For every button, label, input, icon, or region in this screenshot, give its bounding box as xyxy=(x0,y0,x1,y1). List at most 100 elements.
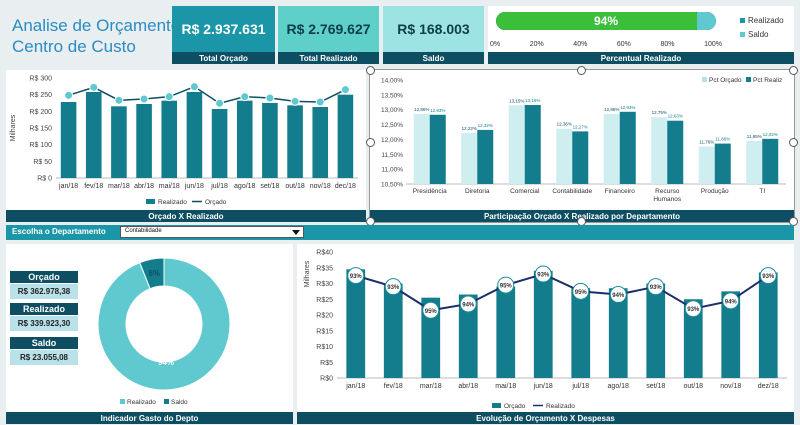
bar-pct-orcado xyxy=(698,146,715,184)
y-tick-label: R$ 300 xyxy=(29,76,52,83)
point-orcado xyxy=(215,98,225,108)
bar-orcado xyxy=(496,286,516,378)
bar-pct-realiz xyxy=(667,120,684,184)
y-tick-label: R$25 xyxy=(316,297,333,304)
x-tick-label: ago/18 xyxy=(608,383,630,390)
y-tick-label: R$5 xyxy=(320,360,333,367)
point-orcado xyxy=(64,90,74,100)
legend-realiz: Pct Realiz xyxy=(753,77,782,84)
bar-realizado xyxy=(186,92,203,178)
dashboard-title: Analise de Orçamento Centro de Custo xyxy=(12,15,180,57)
data-label-realiz: 12,02% xyxy=(763,132,778,137)
data-label-realiz: 12,27% xyxy=(573,124,588,129)
data-label-realizado: 93% xyxy=(387,285,400,291)
progress-value: 94% xyxy=(593,14,619,28)
total-orcado-label: Total Orçado xyxy=(172,52,275,64)
bar-realizado xyxy=(161,100,178,178)
bar-realizado xyxy=(337,94,354,178)
point-orcado xyxy=(290,96,300,106)
bar-orcado xyxy=(683,299,703,378)
data-label-realizado: 95% xyxy=(500,284,513,290)
data-label-orcado: 12,86% xyxy=(414,107,429,112)
bar-orcado xyxy=(533,270,553,378)
legend-realizado: Realizado xyxy=(740,14,784,28)
bar-pct-orcado xyxy=(508,105,525,184)
legend-realizado: Realizado xyxy=(158,199,187,206)
bar-realizado xyxy=(85,92,102,178)
chart-title: Participação Orçado X Realizado por Depa… xyxy=(370,210,794,222)
data-label-realizado: 94% xyxy=(725,299,738,305)
x-tick-label: jun/18 xyxy=(184,183,204,190)
x-tick-label: out/18 xyxy=(684,383,704,390)
data-label-orcado: 11,76% xyxy=(699,140,714,145)
point-realizado xyxy=(572,282,590,300)
data-label-orcado: 12,36% xyxy=(557,122,572,127)
resize-handle[interactable] xyxy=(789,66,798,75)
y-tick-label: R$40 xyxy=(316,250,333,257)
point-orcado xyxy=(189,82,199,92)
title-line-1: Analise de Orçamento xyxy=(12,16,181,35)
legend-realizado: Realizado xyxy=(546,403,575,410)
chart-evolucao: Milhares R$0 R$5 R$10 R$15 R$20 R$25 R$30 R$35 R$… xyxy=(304,250,787,410)
legend-swatch xyxy=(740,32,745,37)
bar-orcado xyxy=(721,291,741,378)
legend-swatch-orcado xyxy=(702,77,707,82)
slice-realizado xyxy=(97,257,231,391)
bar-pct-orcado xyxy=(413,113,430,184)
y-tick-label: R$30 xyxy=(316,281,333,288)
percentual-label: Percentual Realizado xyxy=(488,52,794,64)
data-label-saldo: 6% xyxy=(148,269,160,278)
department-bar: Escolha o Departamento Contabilidade xyxy=(6,225,794,240)
point-realizado xyxy=(647,278,665,296)
data-label-realiz: 12,32% xyxy=(478,123,493,128)
y-tick-label: R$ 50 xyxy=(33,159,52,166)
y-tick-label: 14,00% xyxy=(381,78,403,85)
data-label-realizado: 93% xyxy=(350,274,363,280)
x-tick-label: dez/18 xyxy=(758,383,779,390)
data-label-orcado: 11,95% xyxy=(747,134,762,139)
legend-realizado: Realizado xyxy=(127,399,156,406)
legend-label: Saldo xyxy=(748,30,769,39)
point-realizado xyxy=(497,276,515,294)
bar-pct-orcado xyxy=(461,132,478,184)
x-tick-label: fev/18 xyxy=(384,383,403,390)
bar-orcado xyxy=(421,297,441,378)
y-tick-label: R$35 xyxy=(316,265,333,272)
bar-orcado xyxy=(608,288,628,378)
bar-orcado xyxy=(383,283,403,378)
realizado-value: R$ 339.923,30 xyxy=(10,316,78,331)
bar-orcado xyxy=(758,272,778,378)
legend-swatch xyxy=(740,18,745,23)
bar-pct-realiz xyxy=(477,129,494,184)
kpi-total-realizado: R$ 2.769.627 Total Realizado xyxy=(278,6,379,64)
resize-handle[interactable] xyxy=(577,66,586,75)
x-tick-label: nov/18 xyxy=(720,383,741,390)
x-tick-label: jan/18 xyxy=(58,183,78,190)
legend-label: Realizado xyxy=(748,16,784,25)
x-tick-label: Presidência xyxy=(413,188,447,195)
resize-handle[interactable] xyxy=(789,138,798,147)
legend-saldo: Saldo xyxy=(740,28,784,42)
y-tick-label: R$20 xyxy=(316,313,333,320)
resize-handle[interactable] xyxy=(366,66,375,75)
bar-realizado xyxy=(60,102,77,178)
resize-handle[interactable] xyxy=(366,138,375,147)
legend-orcado: Pct Orçado xyxy=(709,77,742,84)
department-select[interactable]: Contabilidade xyxy=(120,226,304,238)
point-orcado xyxy=(315,97,325,107)
point-realizado xyxy=(459,295,477,313)
x-tick-label: Produção xyxy=(701,188,729,195)
point-realizado xyxy=(684,300,702,318)
point-orcado xyxy=(240,92,250,102)
legend-saldo: Saldo xyxy=(171,399,188,406)
x-tick-label: jan/18 xyxy=(345,383,365,390)
chevron-down-icon[interactable] xyxy=(292,230,300,235)
y-tick-label: 11,00% xyxy=(381,167,403,174)
chart-participacao: 10,50% 11,00% 11,50% 12,00% 12,50% 13,00% 13,5… xyxy=(381,77,786,203)
kpi-saldo: R$ 168.003 Saldo xyxy=(383,6,484,64)
data-label-orcado: 12,75% xyxy=(652,110,667,115)
y-tick-label: R$ 150 xyxy=(29,126,52,133)
x-tick-label: mar/18 xyxy=(420,383,442,390)
x-tick-label: fev/18 xyxy=(84,183,103,190)
saldo-label: Saldo xyxy=(10,337,78,349)
